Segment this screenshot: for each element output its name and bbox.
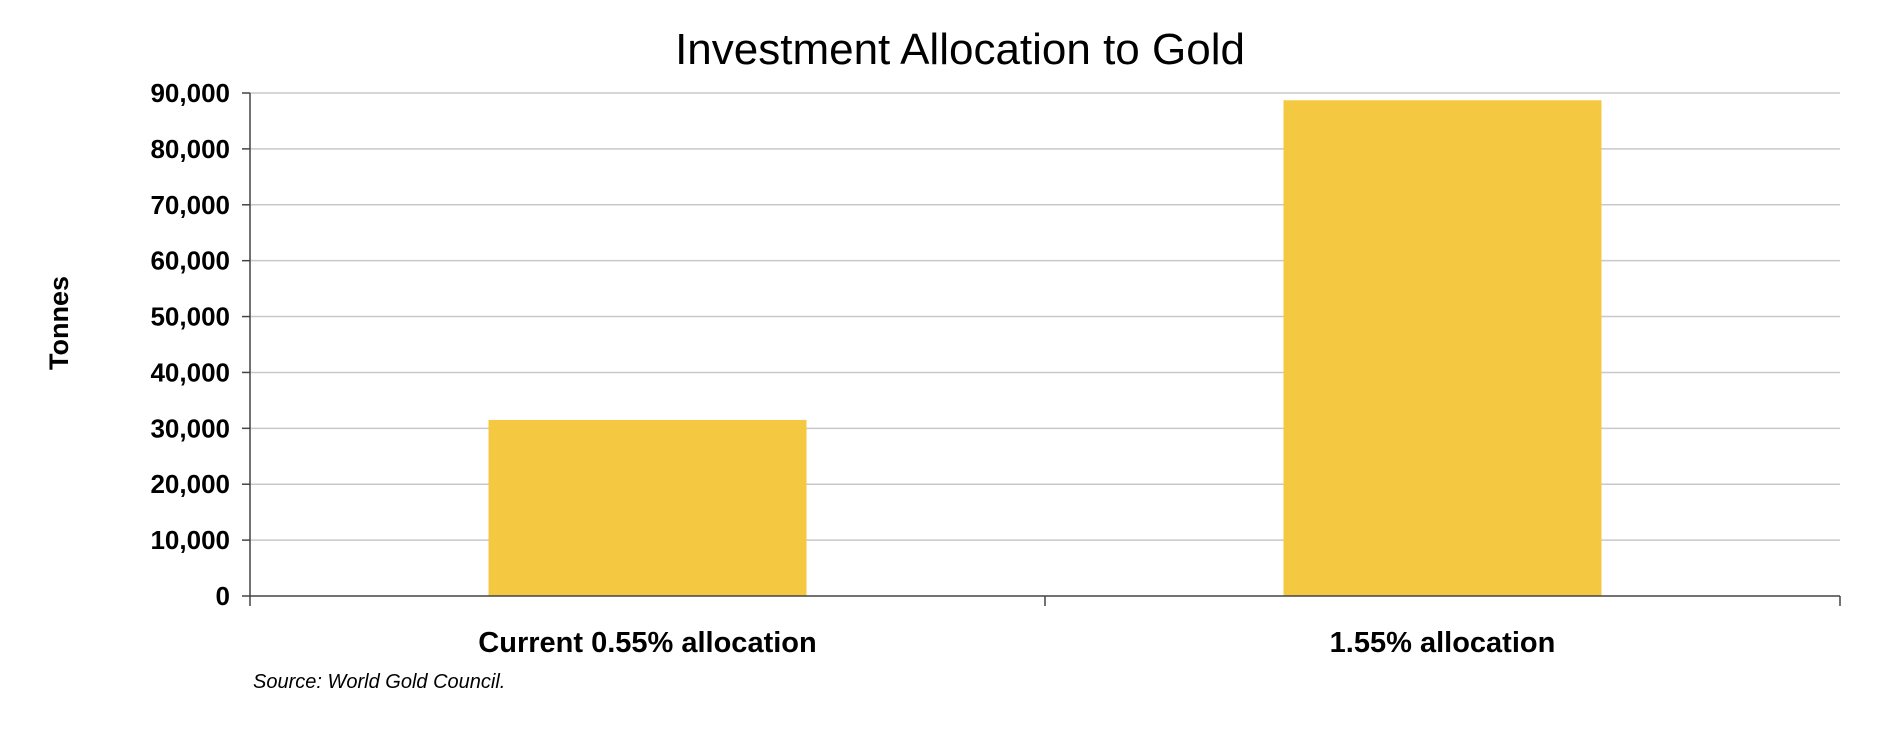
y-tick-label: 90,000 [150, 78, 230, 108]
y-tick-label: 10,000 [150, 525, 230, 555]
category-labels: Current 0.55% allocation 1.55% allocation [478, 627, 1555, 659]
y-tick-label: 60,000 [150, 246, 230, 276]
y-tick-label: 50,000 [150, 302, 230, 332]
y-axis-title: Tonnes [44, 276, 74, 370]
y-tick-label: 80,000 [150, 134, 230, 164]
y-tick-label: 40,000 [150, 357, 230, 387]
source-note: Source: World Gold Council. [253, 671, 505, 693]
bar [1283, 100, 1602, 596]
y-tick-label: 20,000 [150, 469, 230, 499]
chart-title: Investment Allocation to Gold [675, 25, 1245, 74]
y-tick-label: 70,000 [150, 190, 230, 220]
axes [242, 92, 1841, 606]
category-label: Current 0.55% allocation [478, 627, 816, 659]
y-tick-label: 30,000 [150, 413, 230, 443]
bar [488, 419, 807, 596]
y-tick-label: 0 [216, 581, 230, 611]
bars [488, 100, 1602, 596]
category-label: 1.55% allocation [1330, 627, 1556, 659]
y-tick-labels: 0 10,000 20,000 30,000 40,000 50,000 60,000 70,… [150, 78, 230, 611]
